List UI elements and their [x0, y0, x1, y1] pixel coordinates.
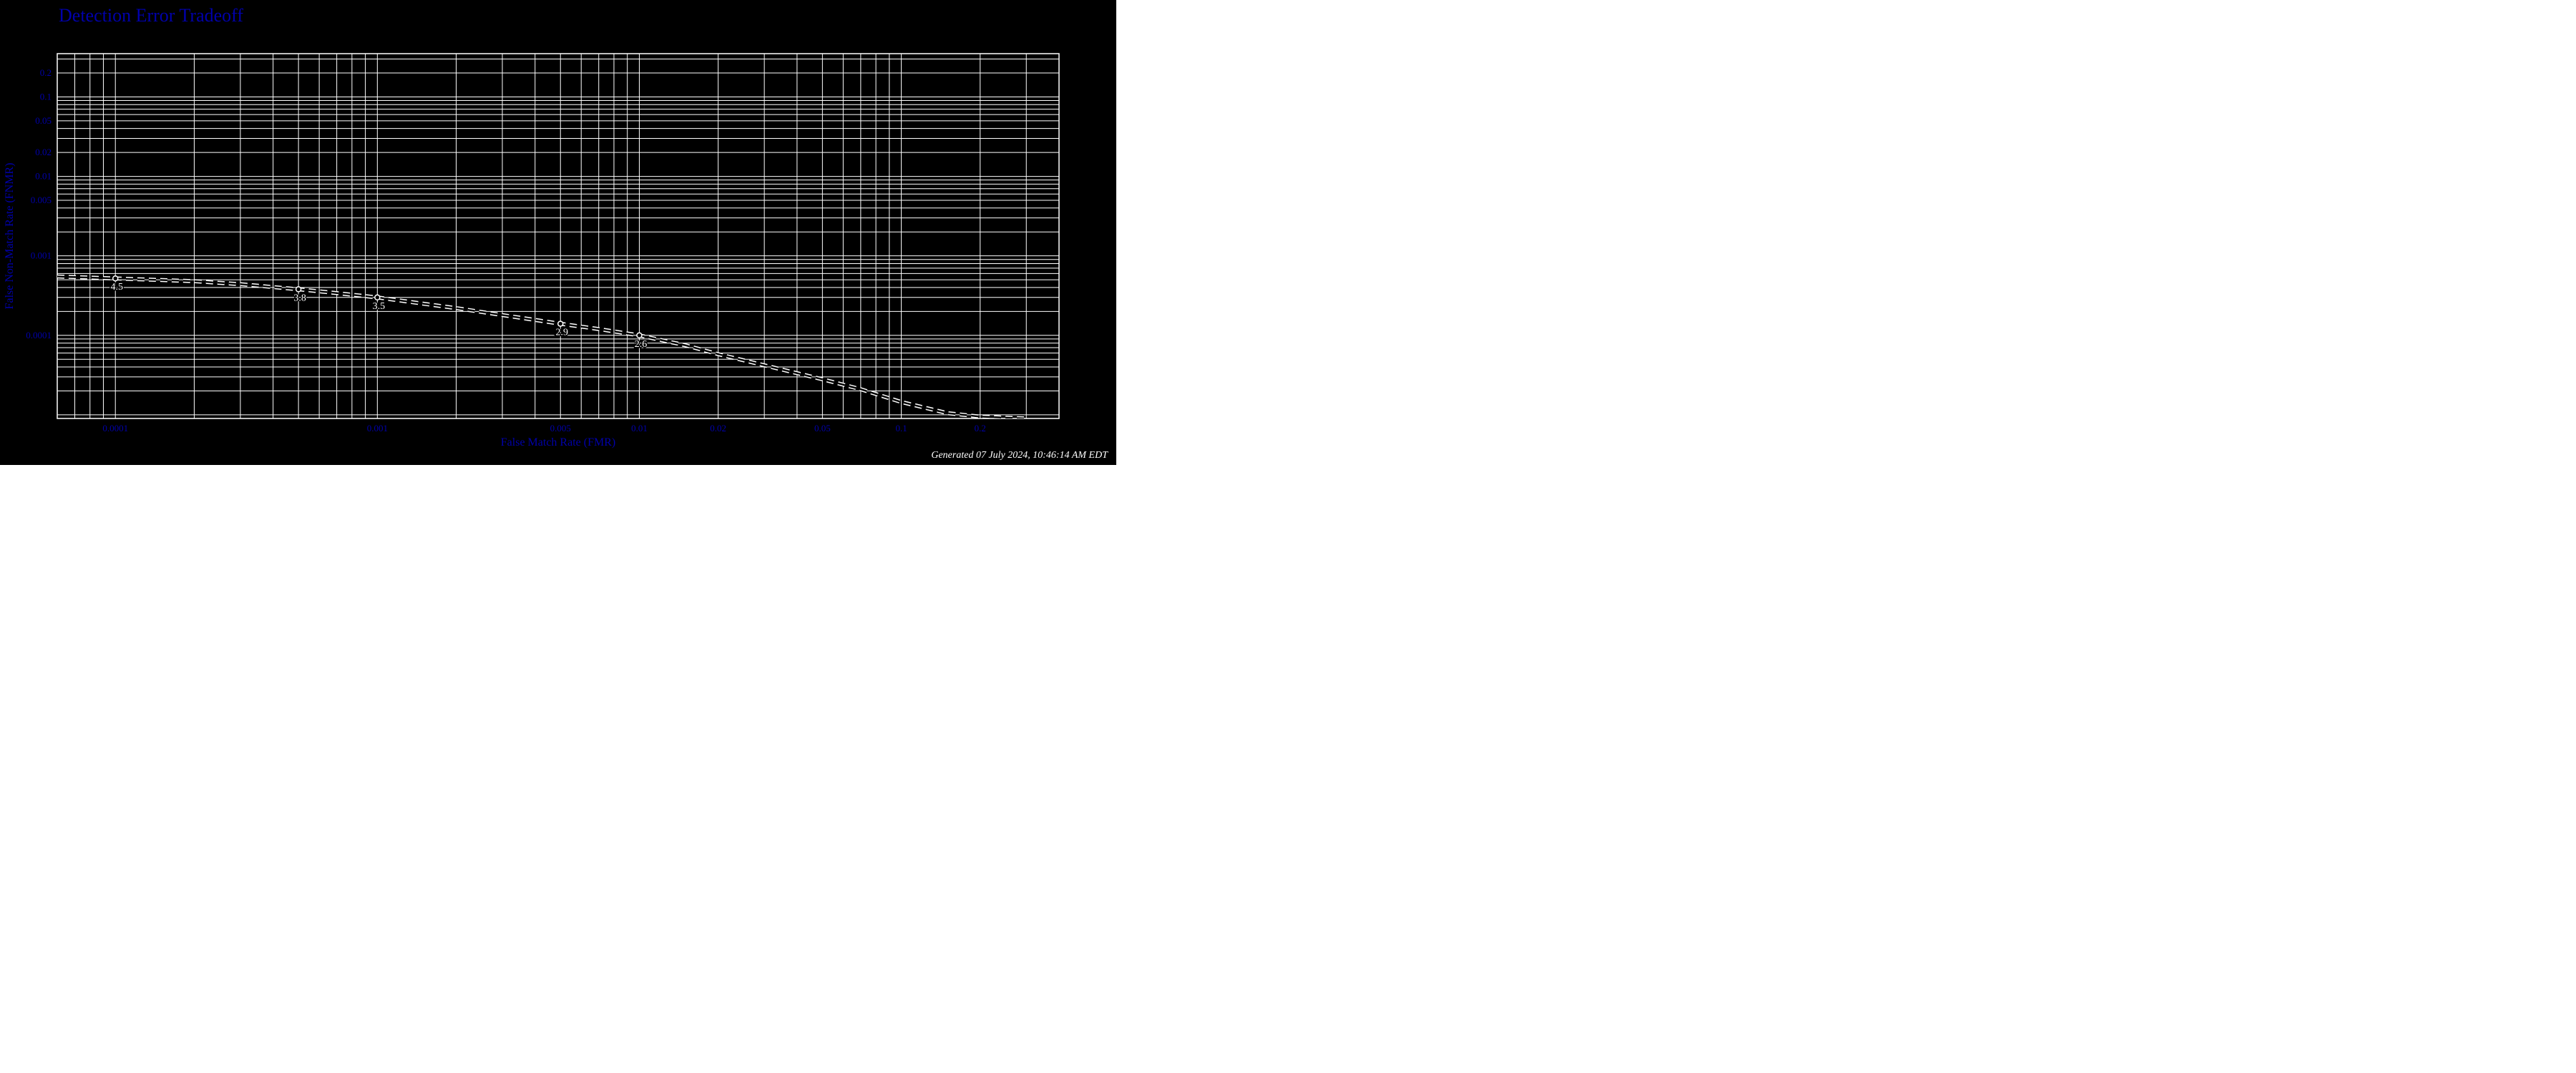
- y-tick-label: 0.001: [31, 250, 52, 261]
- marker-label: 3.5: [373, 301, 386, 312]
- generated-timestamp: Generated 07 July 2024, 10:46:14 AM EDT: [931, 450, 1108, 461]
- x-tick-label: 0.01: [631, 423, 648, 433]
- det-chart: 4.54.53.83.83.53.52.92.92.62.60.00010.00…: [0, 0, 1116, 465]
- x-tick-label: 0.1: [895, 423, 907, 433]
- x-tick-label: 0.05: [814, 423, 831, 433]
- marker-label: 3.8: [293, 293, 306, 303]
- y-axis-label: False Non-Match Rate (FNMR): [4, 163, 16, 310]
- y-tick-label: 0.05: [35, 115, 52, 126]
- y-tick-label: 0.1: [40, 91, 52, 102]
- x-tick-label: 0.02: [710, 423, 726, 433]
- curve-marker: [558, 321, 563, 326]
- y-tick-label: 0.005: [31, 195, 52, 205]
- y-tick-label: 0.02: [35, 147, 52, 157]
- y-tick-label: 0.0001: [26, 330, 52, 340]
- curve-marker: [296, 287, 301, 292]
- marker-label: 4.5: [110, 282, 123, 293]
- marker-label: 2.9: [555, 328, 568, 338]
- y-tick-label: 0.2: [40, 67, 52, 78]
- curve-marker: [375, 295, 380, 300]
- curve-marker: [113, 276, 118, 281]
- marker-label: 2.6: [635, 339, 648, 350]
- chart-title: Detection Error Tradeoff: [59, 5, 243, 26]
- y-tick-label: 0.01: [35, 171, 52, 182]
- x-tick-label: 0.005: [550, 423, 571, 433]
- x-tick-label: 0.001: [367, 423, 388, 433]
- x-tick-label: 0.0001: [102, 423, 128, 433]
- x-tick-label: 0.2: [975, 423, 986, 433]
- curve-marker: [637, 333, 642, 338]
- x-axis-label: False Match Rate (FMR): [501, 436, 615, 449]
